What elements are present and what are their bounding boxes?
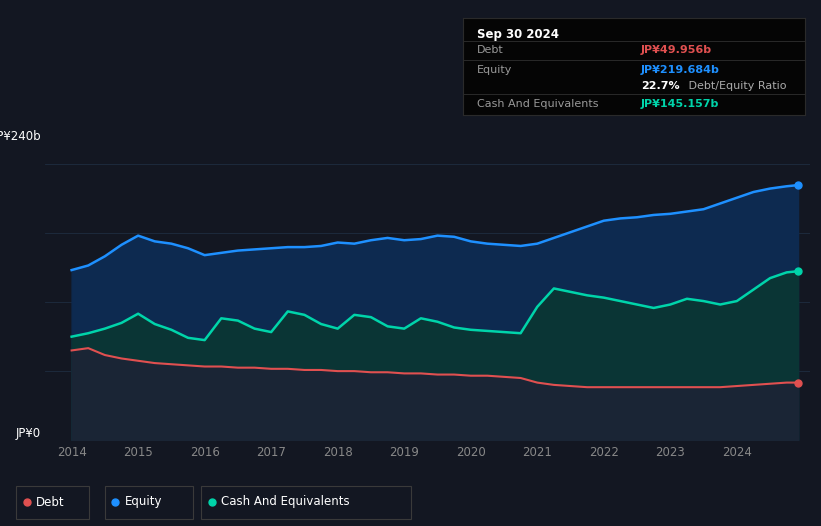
Text: Cash And Equivalents: Cash And Equivalents [477, 99, 599, 109]
Text: JP¥145.157b: JP¥145.157b [641, 99, 719, 109]
Text: JP¥0: JP¥0 [16, 427, 41, 440]
Text: Equity: Equity [477, 65, 512, 75]
Text: Debt: Debt [36, 495, 65, 509]
Text: Debt: Debt [477, 45, 503, 55]
Text: JP¥240b: JP¥240b [0, 130, 41, 143]
Text: Sep 30 2024: Sep 30 2024 [477, 28, 558, 41]
Text: Cash And Equivalents: Cash And Equivalents [222, 495, 350, 509]
Text: Debt/Equity Ratio: Debt/Equity Ratio [686, 81, 787, 91]
Text: Equity: Equity [125, 495, 163, 509]
Text: 22.7%: 22.7% [641, 81, 680, 91]
Text: JP¥49.956b: JP¥49.956b [641, 45, 712, 55]
Text: JP¥219.684b: JP¥219.684b [641, 65, 720, 75]
